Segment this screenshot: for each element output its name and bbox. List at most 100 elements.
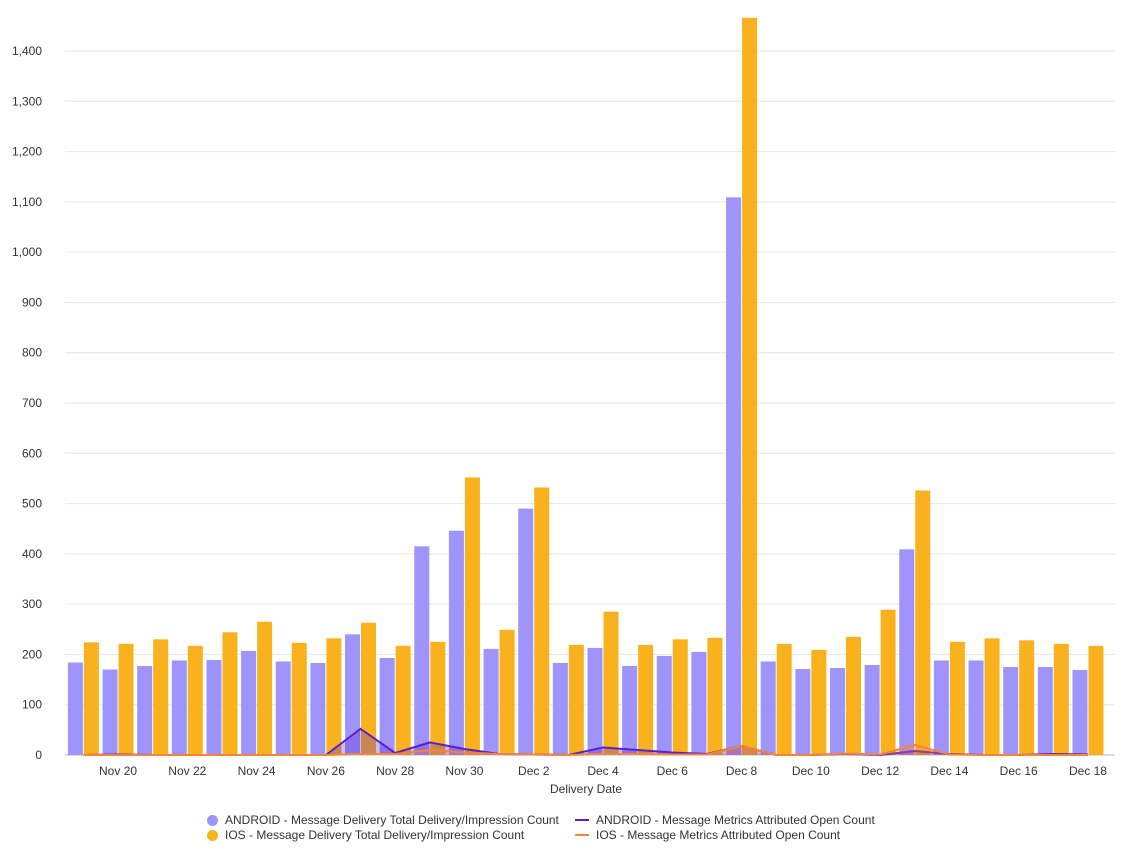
ios-delivery-bar	[187, 645, 203, 755]
android-delivery-bar	[448, 530, 464, 755]
y-tick-label: 1,100	[12, 195, 42, 209]
x-tick-label: Dec 14	[930, 764, 968, 778]
y-tick-label: 400	[22, 547, 42, 561]
legend-item-ios-opens[interactable]: IOS - Message Metrics Attributed Open Co…	[575, 828, 840, 842]
ios-opens-line	[83, 743, 1088, 757]
ios-delivery-bar	[1019, 640, 1035, 755]
y-tick-label: 200	[22, 647, 42, 661]
android-delivery-bar	[622, 665, 638, 755]
ios-delivery-bar	[464, 477, 480, 755]
legend-label: ANDROID - Message Delivery Total Deliver…	[225, 813, 559, 827]
ios-delivery-bar	[1088, 645, 1104, 755]
ios-delivery-bar	[638, 644, 654, 755]
legend-item-android-opens[interactable]: ANDROID - Message Metrics Attributed Ope…	[575, 813, 875, 827]
x-tick-label: Nov 30	[445, 764, 483, 778]
android-delivery-bar	[587, 647, 603, 755]
x-tick-label: Dec 6	[657, 764, 689, 778]
ios-delivery-bar	[291, 642, 307, 755]
android-delivery-bar	[483, 648, 499, 755]
x-tick-label: Dec 10	[792, 764, 830, 778]
legend-dot-icon	[207, 829, 218, 841]
y-tick-label: 1,000	[12, 245, 42, 259]
ios-delivery-bar	[499, 629, 515, 755]
combo-chart: 0 100 200 300 400 500 600 700 800 900 1,000 1,100 1,…	[12, 17, 1115, 796]
ios-delivery-bar	[672, 639, 688, 755]
android-delivery-bar	[206, 659, 222, 755]
android-delivery-bar	[899, 549, 915, 755]
y-tick-label: 900	[22, 295, 42, 309]
ios-delivery-bar	[949, 641, 965, 755]
ios-delivery-bar	[880, 609, 896, 755]
y-tick-label: 500	[22, 497, 42, 511]
android-delivery-bar	[379, 657, 395, 755]
x-tick-label: Nov 20	[99, 764, 137, 778]
x-tick-label: Dec 8	[726, 764, 758, 778]
ios-delivery-bar	[811, 649, 827, 755]
android-delivery-bar	[864, 664, 880, 755]
legend-item-ios-delivery[interactable]: IOS - Message Delivery Total Delivery/Im…	[207, 828, 524, 842]
android-delivery-bar	[275, 661, 291, 755]
y-tick-label: 700	[22, 396, 42, 410]
android-delivery-bar	[1037, 667, 1053, 755]
legend-item-android-delivery[interactable]: ANDROID - Message Delivery Total Deliver…	[207, 813, 559, 827]
android-delivery-bar	[345, 634, 361, 755]
ios-delivery-bar	[83, 642, 99, 755]
ios-delivery-bar	[984, 638, 1000, 755]
x-tick-label: Nov 28	[376, 764, 414, 778]
ios-delivery-bar	[707, 637, 723, 755]
y-tick-label: 0	[35, 748, 42, 762]
ios-delivery-bar	[326, 638, 342, 755]
x-tick-label: Dec 4	[587, 764, 619, 778]
android-delivery-bar	[968, 660, 984, 755]
legend-label: IOS - Message Delivery Total Delivery/Im…	[225, 828, 525, 842]
android-delivery-bar	[414, 546, 430, 755]
bars	[67, 17, 1104, 756]
y-tick-label: 800	[22, 346, 42, 360]
android-delivery-bar	[171, 660, 187, 755]
android-delivery-bar	[552, 662, 568, 755]
legend-line-icon	[575, 834, 589, 836]
android-delivery-bar	[691, 651, 707, 755]
ios-delivery-bar	[742, 17, 758, 756]
y-tick-label: 100	[22, 698, 42, 712]
legend-line-icon	[575, 819, 589, 821]
android-delivery-bar	[241, 650, 257, 755]
android-delivery-bar	[829, 668, 845, 755]
x-axis-label: Delivery Date	[550, 782, 622, 796]
android-delivery-bar	[933, 660, 949, 755]
ios-delivery-bar	[257, 621, 273, 755]
ios-delivery-bar	[776, 643, 792, 755]
y-tick-label: 600	[22, 446, 42, 460]
ios-delivery-bar	[915, 490, 931, 755]
ios-delivery-bar	[430, 641, 446, 755]
android-delivery-bar	[102, 669, 118, 755]
y-tick-label: 1,300	[12, 94, 42, 108]
x-tick-label: Dec 12	[861, 764, 899, 778]
android-delivery-bar	[795, 669, 811, 755]
android-delivery-bar	[67, 662, 83, 755]
x-tick-label: Nov 22	[168, 764, 206, 778]
android-delivery-bar	[310, 662, 326, 755]
android-delivery-bar	[760, 661, 776, 755]
legend-dot-icon	[207, 814, 218, 826]
gridlines	[65, 50, 1115, 756]
ios-delivery-bar	[603, 611, 619, 755]
y-tick-label: 1,200	[12, 145, 42, 159]
x-tick-label: Dec 2	[518, 764, 550, 778]
android-delivery-bar	[1072, 670, 1088, 755]
android-delivery-bar	[726, 197, 742, 755]
lines	[83, 727, 1089, 757]
y-axis-ticks: 0 100 200 300 400 500 600 700 800 900 1,000 1,100 1,…	[12, 44, 42, 762]
ios-delivery-bar	[153, 639, 169, 755]
ios-delivery-bar	[361, 622, 377, 755]
x-axis-ticks: Nov 20 Nov 22 Nov 24 Nov 26 Nov 28 Nov 30 Dec …	[99, 764, 1107, 778]
android-delivery-bar	[137, 665, 153, 755]
android-delivery-bar	[518, 508, 534, 755]
ios-delivery-bar	[395, 645, 411, 755]
y-tick-label: 300	[22, 597, 42, 611]
legend-label: IOS - Message Metrics Attributed Open Co…	[596, 828, 841, 842]
x-tick-label: Nov 26	[307, 764, 345, 778]
android-delivery-bar	[656, 655, 672, 755]
ios-delivery-bar	[222, 632, 238, 755]
